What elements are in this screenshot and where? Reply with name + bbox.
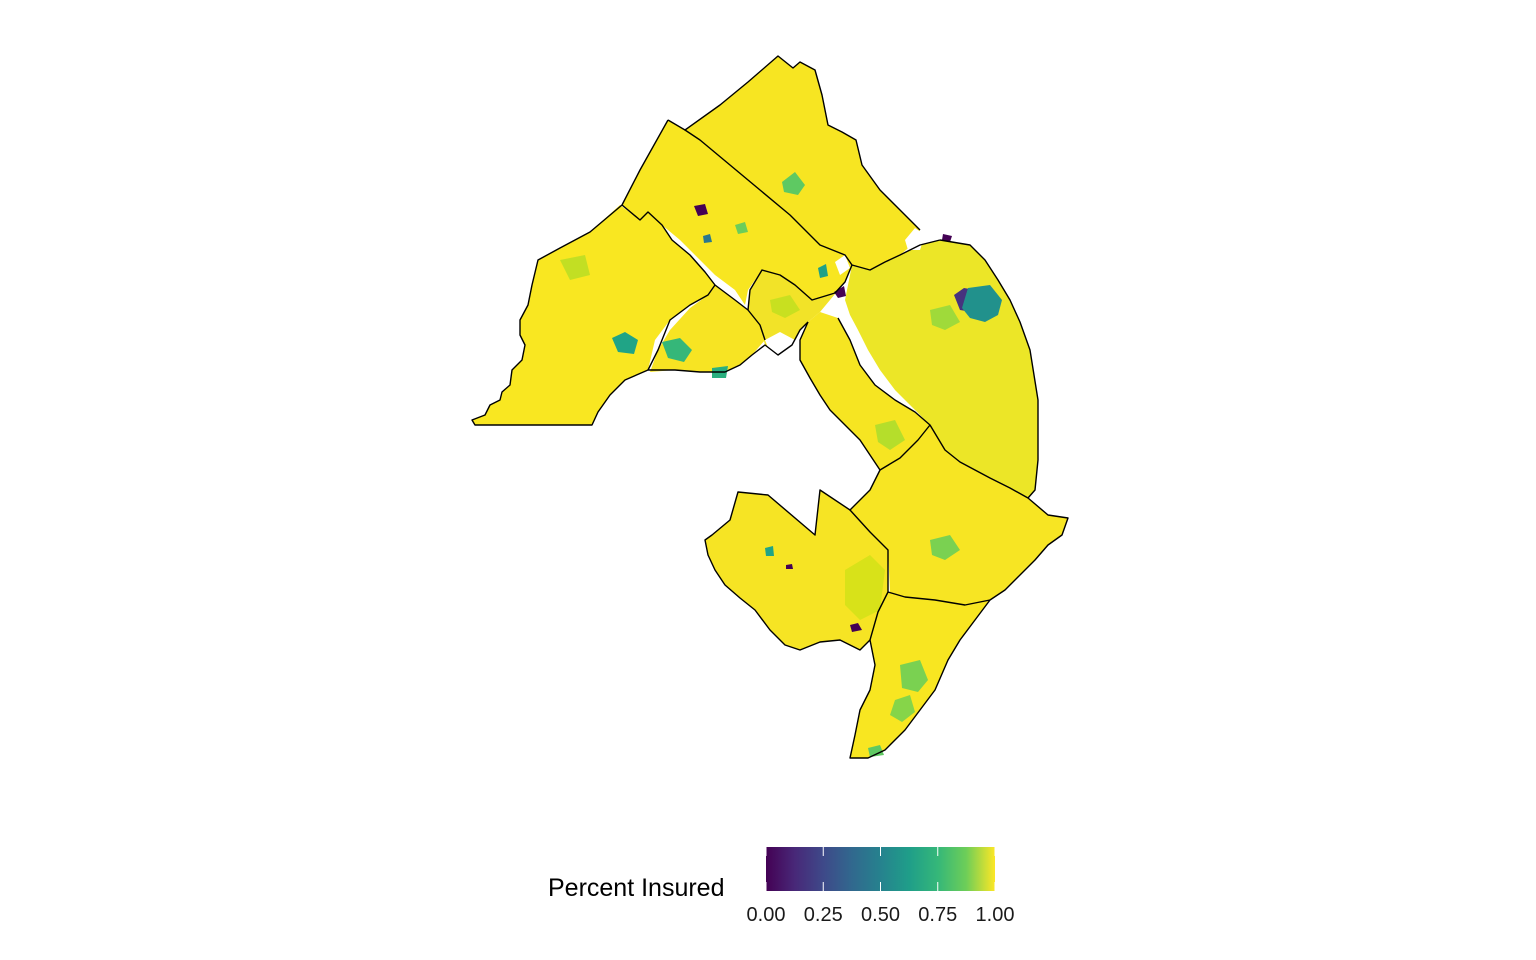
boundary-inner-6: [837, 317, 1029, 499]
county-northwest: [622, 120, 852, 305]
tract-patch: [786, 564, 793, 569]
tract-patch: [703, 234, 712, 243]
tract-patch: [890, 695, 915, 722]
boundary-ne-coast: [704, 239, 1069, 759]
county-boundaries: [471, 55, 1069, 759]
legend-title: Percent Insured: [548, 874, 725, 902]
boundary-inner-7: [879, 424, 931, 471]
county-fills: [472, 56, 1068, 758]
tract-patch: [694, 204, 708, 216]
tract-patch: [834, 286, 846, 298]
boundary-inner-8: [849, 509, 889, 641]
county-south-west: [705, 490, 888, 650]
county-west: [472, 205, 715, 425]
boundary-north: [667, 55, 921, 231]
tract-patch: [900, 660, 928, 692]
tract-patch: [662, 338, 692, 362]
tract-patch: [770, 295, 800, 318]
tract-patch: [942, 234, 952, 242]
legend-tick-label: 1.00: [975, 904, 1015, 926]
county-north: [685, 56, 920, 270]
tract-patch: [875, 420, 905, 450]
county-southeast: [850, 425, 1068, 605]
legend-tick-label: 0.50: [861, 904, 900, 926]
legend-colorbar: [766, 847, 995, 891]
legend-tick-label: 0.75: [918, 904, 958, 926]
legend-tick-label: 0.00: [746, 904, 786, 926]
tract-patch: [735, 222, 748, 234]
tract-patch: [560, 255, 590, 280]
tract-patch: [930, 305, 960, 330]
boundary-inner-4: [747, 264, 853, 311]
tract-patch: [962, 285, 1002, 322]
legend-tick-label: 0.25: [803, 904, 843, 926]
boundary-inner-9: [887, 591, 991, 606]
tract-patch: [845, 555, 885, 620]
tract-patch: [782, 172, 805, 195]
colorbar-ticks: [766, 847, 995, 891]
county-central: [748, 270, 845, 355]
boundary-inner-3: [647, 284, 716, 371]
missing-area: [835, 255, 850, 275]
tract-patch: [930, 535, 960, 560]
tract-patch: [818, 264, 828, 278]
tract-patch: [765, 546, 774, 556]
boundary-west: [471, 119, 809, 426]
tract-patches: [560, 172, 1002, 757]
tract-patch: [612, 332, 638, 354]
boundary-inner-5: [851, 239, 941, 271]
boundary-inner-2: [621, 204, 766, 341]
boundary-inner-1: [684, 129, 853, 266]
tract-patch: [850, 623, 862, 632]
tract-patch: [868, 745, 884, 757]
